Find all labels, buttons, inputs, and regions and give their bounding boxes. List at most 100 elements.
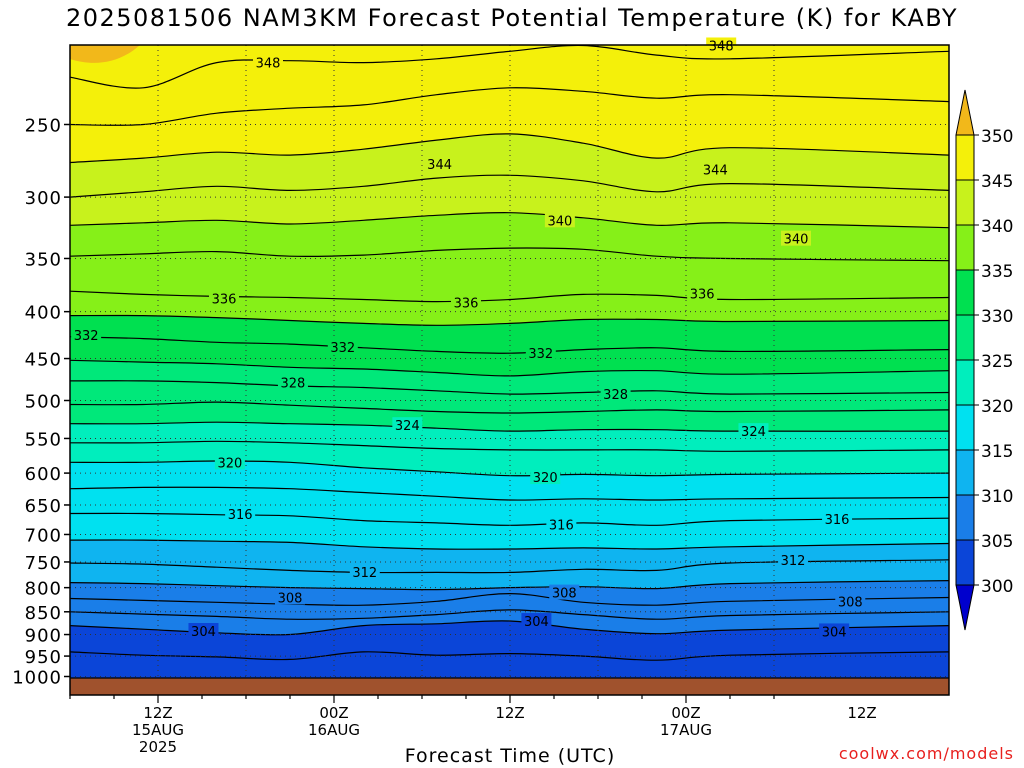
x-tick-label: 12Z <box>847 704 876 722</box>
contour-label: 304 <box>521 613 552 630</box>
isentrope-316 <box>69 512 950 526</box>
colorbar-label: 300 <box>981 577 1013 597</box>
ground-layer <box>70 678 949 695</box>
contour-label-text: 328 <box>281 377 306 392</box>
y-tick-label: 950 <box>25 647 62 668</box>
isentrope-302 <box>69 651 950 661</box>
color-fill-layer <box>70 45 949 679</box>
contour-label-text: 308 <box>278 591 303 606</box>
contour-label-text: 344 <box>703 164 728 179</box>
x-axis-title: Forecast Time (UTC) <box>404 745 616 767</box>
contour-label-text: 340 <box>784 233 809 248</box>
contour-label-text: 308 <box>552 587 577 602</box>
contour-label-text: 316 <box>825 513 850 528</box>
isentrope-330 <box>69 359 950 377</box>
colorbar-label: 340 <box>981 217 1013 237</box>
contour-label-text: 348 <box>256 57 281 72</box>
chart-title: 2025081506 NAM3KM Forecast Potential Tem… <box>65 4 959 32</box>
isentrope-308 <box>69 592 950 606</box>
isentrope-338 <box>69 247 950 262</box>
colorbar-label: 350 <box>981 127 1013 147</box>
contour-label-text: 320 <box>217 456 242 471</box>
y-tick-label: 650 <box>25 496 62 517</box>
contour-label-text: 332 <box>74 329 99 344</box>
contour-label: 312 <box>349 563 380 581</box>
contour-label-text: 336 <box>212 292 237 307</box>
contour-label: 336 <box>451 294 481 312</box>
isentrope-314 <box>69 539 950 550</box>
y-tick-label: 400 <box>25 303 62 324</box>
colorbar-label: 305 <box>981 532 1013 552</box>
colorbar-label: 325 <box>981 352 1013 372</box>
isentrope-342 <box>69 174 950 198</box>
contour-label: 344 <box>700 161 731 179</box>
colorbar-box <box>955 404 975 451</box>
contour-label-text: 324 <box>741 425 766 440</box>
y-tick-label: 900 <box>25 626 62 647</box>
contour-label: 336 <box>687 285 718 302</box>
contour-label: 320 <box>214 454 245 471</box>
y-tick-label: 300 <box>25 188 62 209</box>
contour-label-text: 308 <box>838 595 863 610</box>
colorbar-label: 315 <box>981 442 1013 462</box>
y-tick-label: 500 <box>25 392 62 413</box>
contour-label-text: 316 <box>549 519 574 534</box>
colorbar-box <box>955 449 975 496</box>
colorbar-box <box>955 134 975 181</box>
contour-label: 332 <box>525 345 556 362</box>
colorbar-label: 335 <box>981 262 1013 282</box>
y-tick-label: 600 <box>25 464 62 485</box>
contour-label: 308 <box>275 589 305 606</box>
y-tick-label: 450 <box>25 350 62 371</box>
contour-label-layer: 348 348 344 344 340 340 336 336 336 332 332 332 328 3… <box>71 37 866 640</box>
contour-label: 312 <box>778 551 809 569</box>
contour-label: 332 <box>71 326 102 344</box>
y-tick-label: 350 <box>25 249 62 270</box>
contour-label: 336 <box>209 290 239 307</box>
contour-label: 308 <box>549 584 580 602</box>
contour-label: 308 <box>835 593 866 610</box>
y-tick-label: 250 <box>25 116 62 137</box>
contour-label-text: 312 <box>352 566 377 581</box>
contour-label: 328 <box>600 386 631 403</box>
contour-label-text: 304 <box>524 615 549 630</box>
contour-label: 340 <box>781 230 811 248</box>
x-tick-label: 00Z <box>671 704 700 722</box>
y-tick-label: 800 <box>25 579 62 600</box>
contour-label: 316 <box>546 516 577 534</box>
isentrope-320 <box>69 460 950 477</box>
contour-label-text: 332 <box>330 341 355 356</box>
credit-link[interactable]: coolwx.com/models <box>838 744 1014 763</box>
isentrope-312 <box>69 559 950 574</box>
contour-label-text: 336 <box>690 287 715 302</box>
isentrope-344 <box>69 133 950 164</box>
x-tick-label: 16AUG <box>308 721 360 739</box>
isentrope-326 <box>69 401 950 414</box>
colorbar-box <box>955 314 975 361</box>
fill-band-350 <box>70 45 140 63</box>
y-tick-label: 700 <box>25 525 62 546</box>
y-tick-label: 1000 <box>12 668 62 689</box>
x-tick-label: 17AUG <box>660 721 712 739</box>
colorbar-box <box>955 539 975 586</box>
y-tick-label: 550 <box>25 429 62 450</box>
contour-label-text: 332 <box>528 347 553 362</box>
contour-label: 304 <box>188 622 219 640</box>
isentrope-332 <box>69 336 950 354</box>
colorbar-label: 320 <box>981 397 1013 417</box>
isentrope-348 <box>69 44 950 89</box>
isentrope-328 <box>69 380 950 395</box>
contour-label: 348 <box>706 37 737 54</box>
contour-label-text: 316 <box>228 508 253 523</box>
colorbar-box <box>955 359 975 406</box>
contour-label-text: 324 <box>395 419 420 434</box>
x-tick-label: 12Z <box>495 704 524 722</box>
colorbar: 300 305 310 315 320 325 330 335 340 345 350 <box>955 89 1013 631</box>
contour-label: 328 <box>277 374 308 392</box>
fill-band-302 <box>70 651 949 678</box>
colorbar-extend-bottom <box>955 584 975 631</box>
colorbar-label: 310 <box>981 487 1013 507</box>
x-tick-label: 12Z <box>143 704 172 722</box>
isentrope-310 <box>69 580 950 591</box>
